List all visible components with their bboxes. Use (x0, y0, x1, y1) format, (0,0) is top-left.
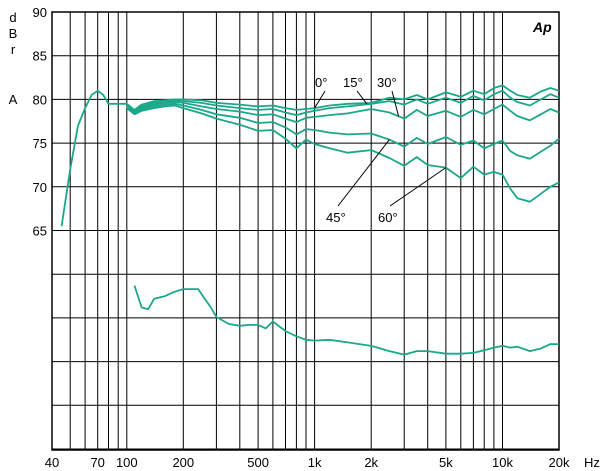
x-tick-label: 2k (364, 455, 378, 470)
annotation-label: 45° (326, 210, 346, 225)
series-line-4 (126, 104, 560, 203)
chart-annotations: 0° 15° 30° 45° 60° (314, 75, 447, 225)
x-tick-label: 40 (45, 455, 59, 470)
annotation-pointer (389, 167, 447, 207)
annotation-pointer (314, 90, 326, 109)
x-tick-label: 20k (549, 455, 570, 470)
x-tick-label: 500 (247, 455, 269, 470)
y-tick-label: 85 (33, 49, 47, 64)
annotation-pointer (337, 139, 390, 207)
y-unit-letter: r (11, 42, 16, 57)
ap-logo: Ap (532, 19, 552, 35)
annotation-label: 15° (343, 75, 363, 90)
series-line-2 (126, 101, 560, 123)
annotation-label: 30° (377, 75, 397, 90)
y-unit-letter: A (9, 92, 18, 107)
series-line-5 (133, 285, 559, 356)
plot-frame (51, 11, 560, 451)
x-unit-label: Hz (584, 455, 600, 470)
annotation-label: 60° (378, 210, 398, 225)
chart-grid (51, 11, 560, 451)
chart-axes: 90 85 80 75 70 65 40 70 100 200 500 1k 2k 5k 10k 20k dBr… (9, 5, 570, 470)
y-tick-label: 90 (33, 5, 47, 20)
y-tick-label: 80 (33, 92, 47, 107)
x-tick-label: 200 (172, 455, 194, 470)
series-line-3 (126, 102, 560, 160)
y-tick-label: 65 (33, 224, 47, 239)
annotation-pointer (391, 90, 400, 117)
series-line-1 (126, 89, 560, 116)
annotation-label: 0° (315, 75, 327, 90)
y-tick-label: 70 (33, 180, 47, 195)
y-unit-letter: B (9, 26, 18, 41)
annotation-pointer (356, 90, 368, 105)
x-tick-label: 100 (116, 455, 138, 470)
x-tick-label: 5k (439, 455, 453, 470)
x-tick-label: 10k (492, 455, 513, 470)
x-tick-label: 1k (308, 455, 322, 470)
x-tick-label: 70 (90, 455, 104, 470)
y-unit-letter: d (9, 10, 16, 25)
y-tick-label: 75 (33, 136, 47, 151)
series-line-0 (60, 84, 560, 227)
chart-series (60, 84, 560, 356)
